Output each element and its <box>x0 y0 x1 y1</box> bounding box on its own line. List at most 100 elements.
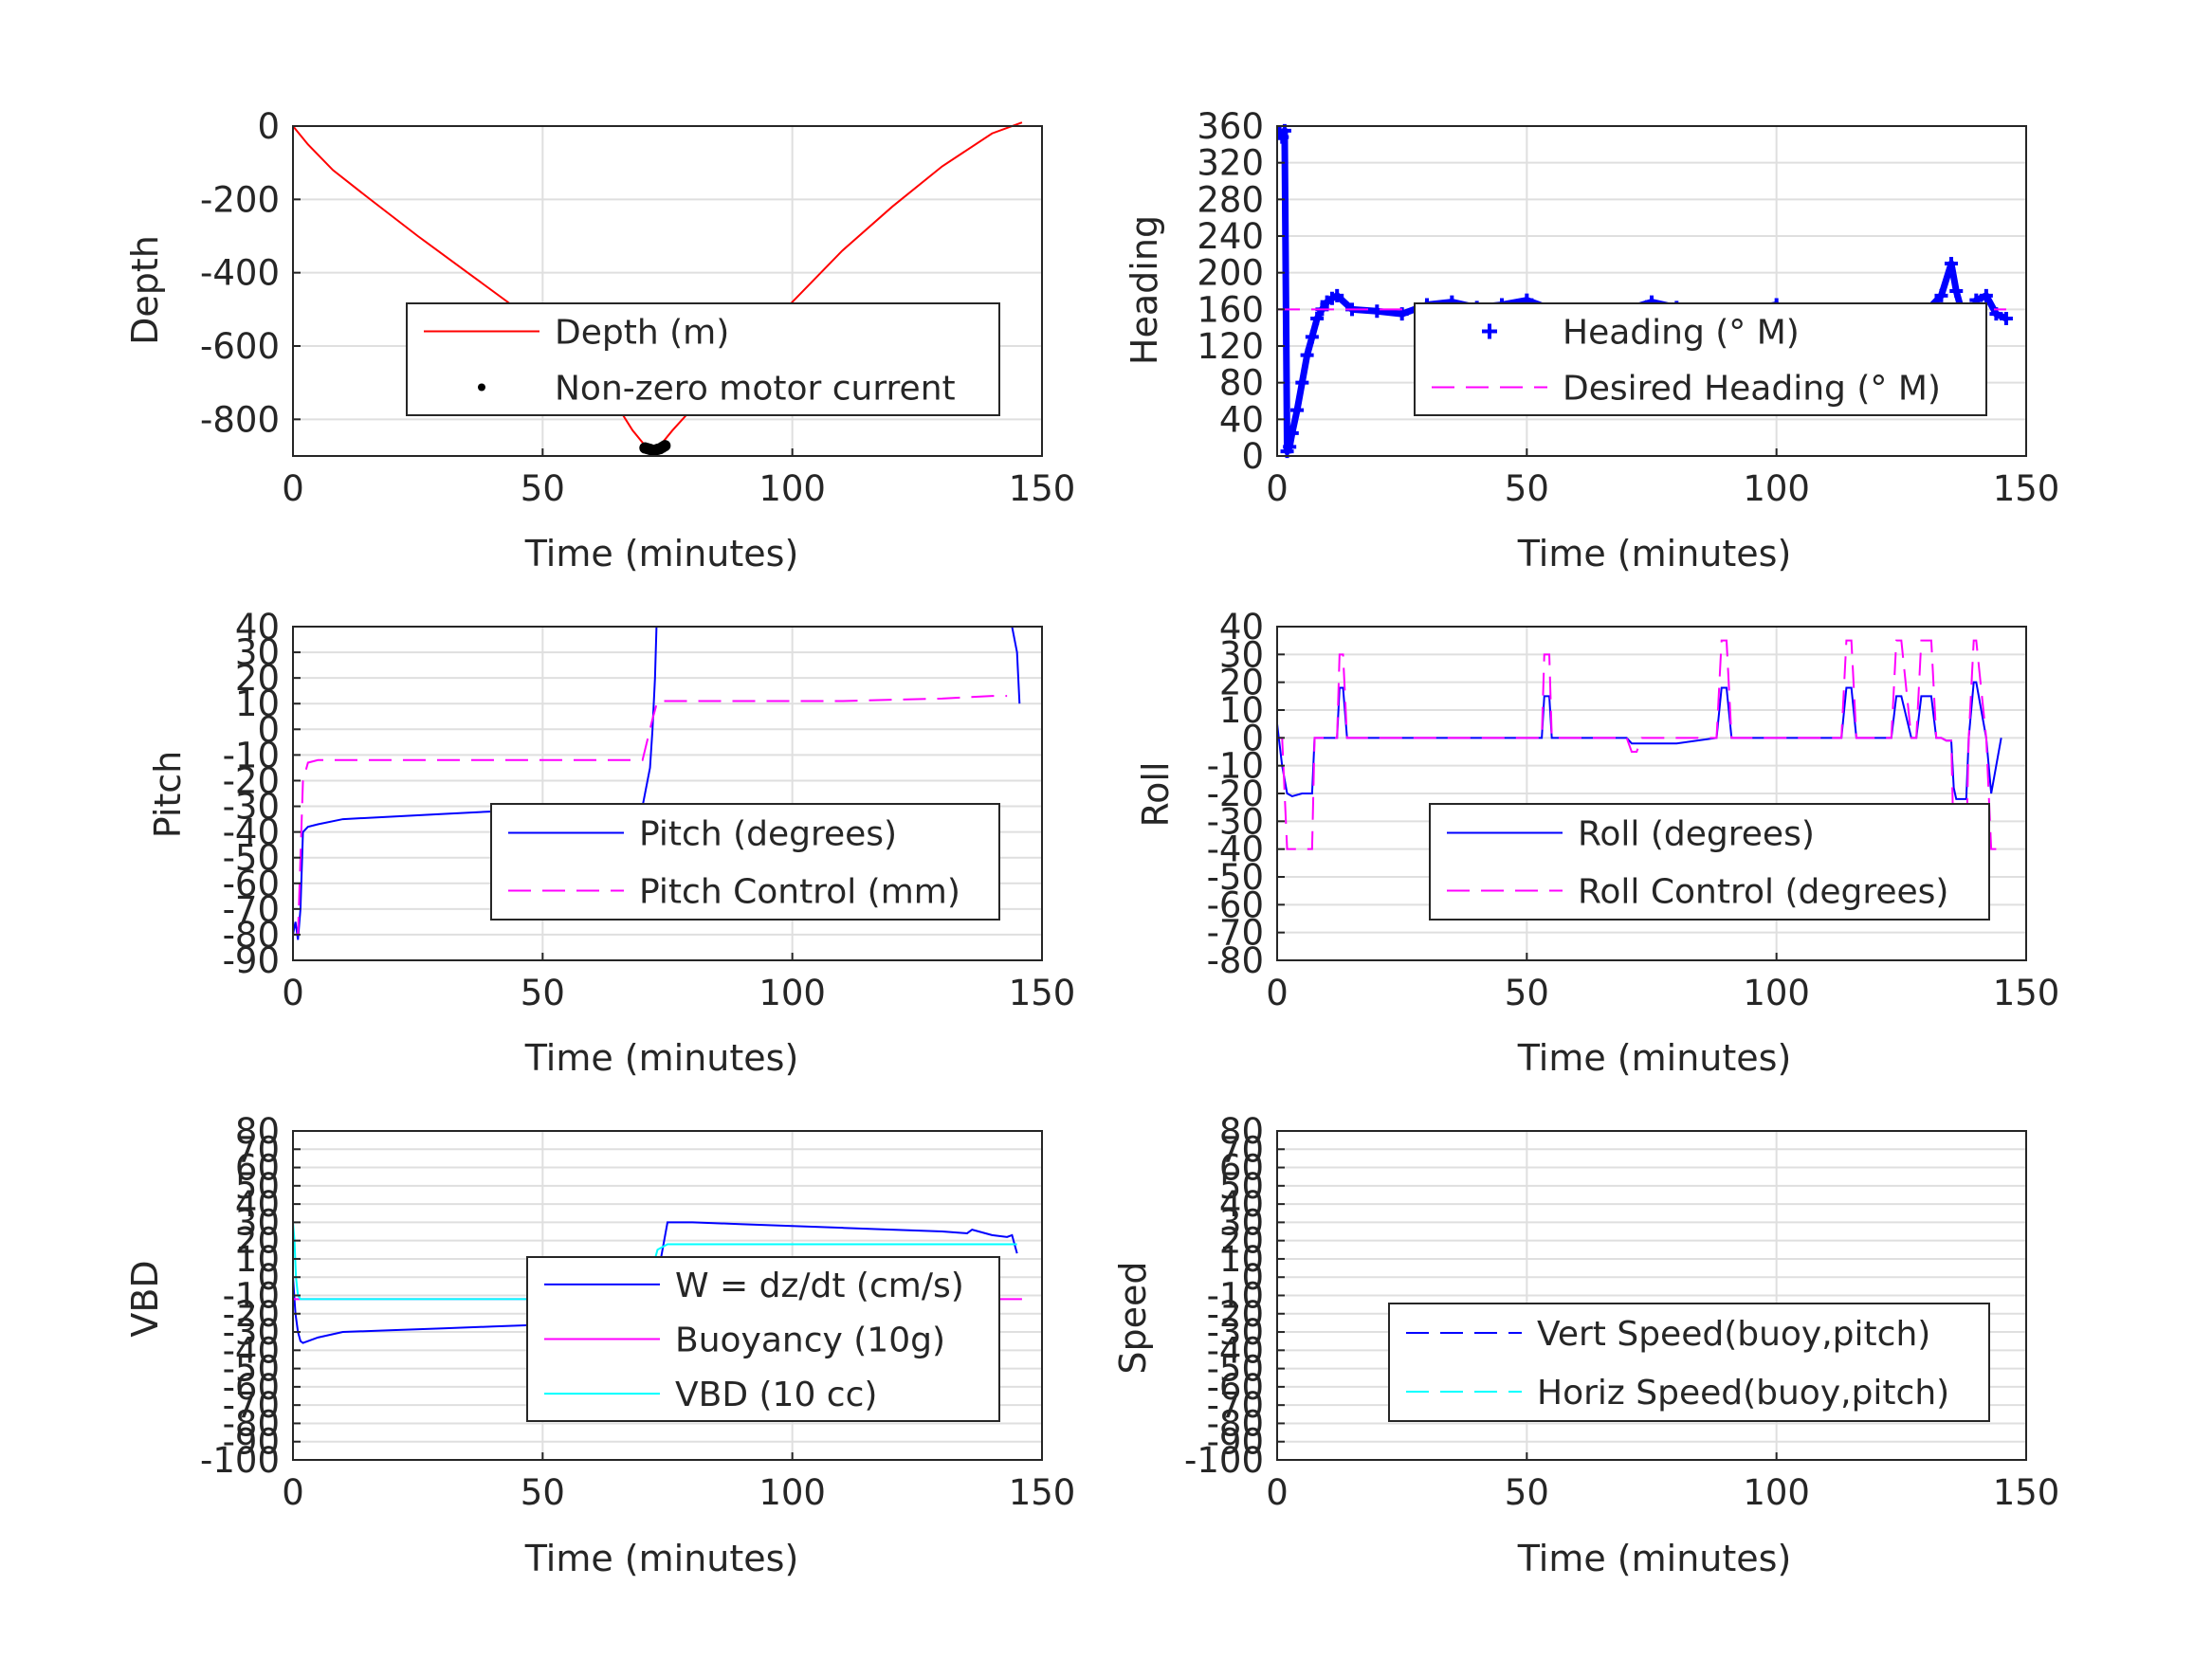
roll-y-tick-label: -50 <box>1207 857 1264 898</box>
heading-series-1-point <box>1283 440 1297 454</box>
heading-series-1-point <box>1945 257 1958 270</box>
heading-x-tick-label: 0 <box>1266 468 1289 509</box>
roll-y-tick-label: 0 <box>1241 718 1264 758</box>
pitch-x-tick-label: 0 <box>282 973 304 1013</box>
roll-panel: 0 50 100 150403020100-10-20-30-40-50-60-70-… <box>1207 607 2060 1013</box>
speed-y-tick-label: -40 <box>1207 1330 1264 1371</box>
vbd-y-tick-label: -10 <box>223 1276 280 1317</box>
pitch-y-tick-label: -10 <box>223 735 280 775</box>
vbd-legend-label: Buoyancy (10g) <box>675 1322 945 1360</box>
depth-time-axis-label: Time (minutes) <box>524 533 799 574</box>
vbd-y-tick-label: 20 <box>235 1221 280 1262</box>
speed-x-tick-label: 50 <box>1505 1472 1549 1513</box>
roll-legend-label: Roll (degrees) <box>1578 815 1815 854</box>
depth-panel: 0 50 100 150 0 -200 -400 -600 -800 Depth (m) Non-z… <box>200 106 1075 509</box>
heading-series-1-point <box>1295 375 1309 390</box>
vbd-series-3-line <box>293 1222 1017 1301</box>
vbd-y-tick-label: 80 <box>235 1111 280 1152</box>
roll-x-tick-label: 100 <box>1743 973 1810 1013</box>
depth-y-tick-label: -600 <box>200 326 280 367</box>
roll-y-tick-label: 30 <box>1219 634 1264 675</box>
heading-series-1-point <box>1305 330 1319 344</box>
roll-legend-label: Roll Control (degrees) <box>1578 873 1948 912</box>
vbd-y-tick-label: -70 <box>223 1385 280 1426</box>
speed-y-tick-label: -70 <box>1207 1385 1264 1426</box>
pitch-x-tick-label: 50 <box>521 973 565 1013</box>
roll-y-tick-label: -10 <box>1207 746 1264 787</box>
heading-legend: Heading (° M) Desired Heading (° M) <box>1414 302 1987 416</box>
pitch-y-tick-label: 40 <box>235 607 280 647</box>
heading-legend-label: Heading (° M) <box>1563 314 1800 353</box>
vbd-y-tick-label: -100 <box>200 1440 280 1481</box>
depth-legend-label: Non-zero motor current <box>555 370 956 409</box>
heading-series-1-point <box>1310 312 1325 325</box>
vbd-y-tick-label: 70 <box>235 1129 280 1170</box>
depth-series-2-point <box>659 440 671 452</box>
speed-x-tick-label: 150 <box>1993 1472 2060 1513</box>
heading-series-1-point <box>1290 403 1305 417</box>
pitch-legend-label: Pitch Control (mm) <box>639 873 960 912</box>
heading-series-1-point <box>1999 312 2013 325</box>
depth-legend-label: Depth (m) <box>555 314 729 353</box>
speed-x-tick-label: 100 <box>1743 1472 1810 1513</box>
roll-legend: Roll (degrees) Roll Control (degrees) <box>1429 803 1990 921</box>
vbd-x-tick-label: 50 <box>521 1472 565 1513</box>
heading-y-tick-label: 160 <box>1197 289 1264 330</box>
vbd-x-tick-label: 100 <box>759 1472 826 1513</box>
vbd-y-tick-label: -30 <box>223 1312 280 1353</box>
roll-y-tick-label: 10 <box>1219 690 1264 731</box>
vbd-axis-label: VBD <box>124 1260 166 1337</box>
depth-x-tick-label: 0 <box>282 468 304 509</box>
depth-legend-box <box>406 302 1000 416</box>
heading-y-tick-label: 80 <box>1219 363 1264 404</box>
pitch-legend: Pitch (degrees) Pitch Control (mm) <box>490 803 1000 921</box>
vbd-legend: W = dz/dt (cm/s) Buoyancy (10g) VBD (10 cc… <box>526 1256 1000 1422</box>
heading-axes-box <box>1276 125 2027 457</box>
heading-y-tick-label: 240 <box>1197 216 1264 257</box>
pitch-y-tick-label: 0 <box>257 709 280 750</box>
speed-y-tick-label: 50 <box>1219 1166 1264 1207</box>
depth-legend-swatch <box>478 383 485 392</box>
heading-y-tick-label: 200 <box>1197 253 1264 294</box>
roll-y-tick-label: -80 <box>1207 940 1264 981</box>
roll-series-2-line <box>1277 639 1997 850</box>
speed-y-tick-label: 40 <box>1219 1184 1264 1225</box>
pitch-y-tick-label: 30 <box>235 632 280 673</box>
heading-series-1-point <box>1949 284 1964 298</box>
vbd-y-tick-label: 30 <box>235 1202 280 1243</box>
vbd-x-tick-label: 0 <box>282 1472 304 1513</box>
heading-legend-label: Desired Heading (° M) <box>1563 370 1941 409</box>
pitch-y-tick-label: -30 <box>223 787 280 828</box>
vbd-y-tick-label: 50 <box>235 1166 280 1207</box>
vbd-y-tick-label: 60 <box>235 1148 280 1189</box>
roll-series-group <box>1277 639 2002 850</box>
heading-x-tick-label: 150 <box>1993 468 2060 509</box>
speed-axis-label: Speed <box>1112 1261 1154 1374</box>
pitch-y-tick-label: 10 <box>235 684 280 724</box>
heading-legend-box <box>1414 302 1987 416</box>
heading-series-1-point <box>1934 288 1948 302</box>
speed-y-tick-label: -90 <box>1207 1422 1264 1463</box>
pitch-y-tick-label: -60 <box>223 864 280 904</box>
speed-legend: Vert Speed(buoy,pitch) Horiz Speed(buoy,p… <box>1388 1303 1990 1422</box>
heading-series-1-point <box>1285 426 1299 440</box>
roll-x-tick-label: 150 <box>1993 973 2060 1013</box>
pitch-legend-label: Pitch (degrees) <box>639 815 897 854</box>
speed-y-tick-label: 30 <box>1219 1202 1264 1243</box>
vbd-legend-label: VBD (10 cc) <box>675 1376 877 1414</box>
pitch-series-2-line <box>293 695 1008 936</box>
heading-y-tick-label: 360 <box>1197 106 1264 147</box>
depth-y-tick-label: -200 <box>200 179 280 220</box>
vbd-y-tick-label: -40 <box>223 1330 280 1371</box>
vbd-y-tick-label: 40 <box>235 1184 280 1225</box>
speed-x-tick-label: 0 <box>1266 1472 1289 1513</box>
pitch-y-tick-label: -40 <box>223 812 280 853</box>
heading-y-tick-label: 120 <box>1197 326 1264 367</box>
depth-series-group <box>293 121 1023 456</box>
vbd-y-tick-label: -80 <box>223 1403 280 1444</box>
pitch-y-tick-label: 20 <box>235 658 280 699</box>
depth-x-tick-label: 50 <box>521 468 565 509</box>
heading-series-1-point <box>1330 288 1344 302</box>
